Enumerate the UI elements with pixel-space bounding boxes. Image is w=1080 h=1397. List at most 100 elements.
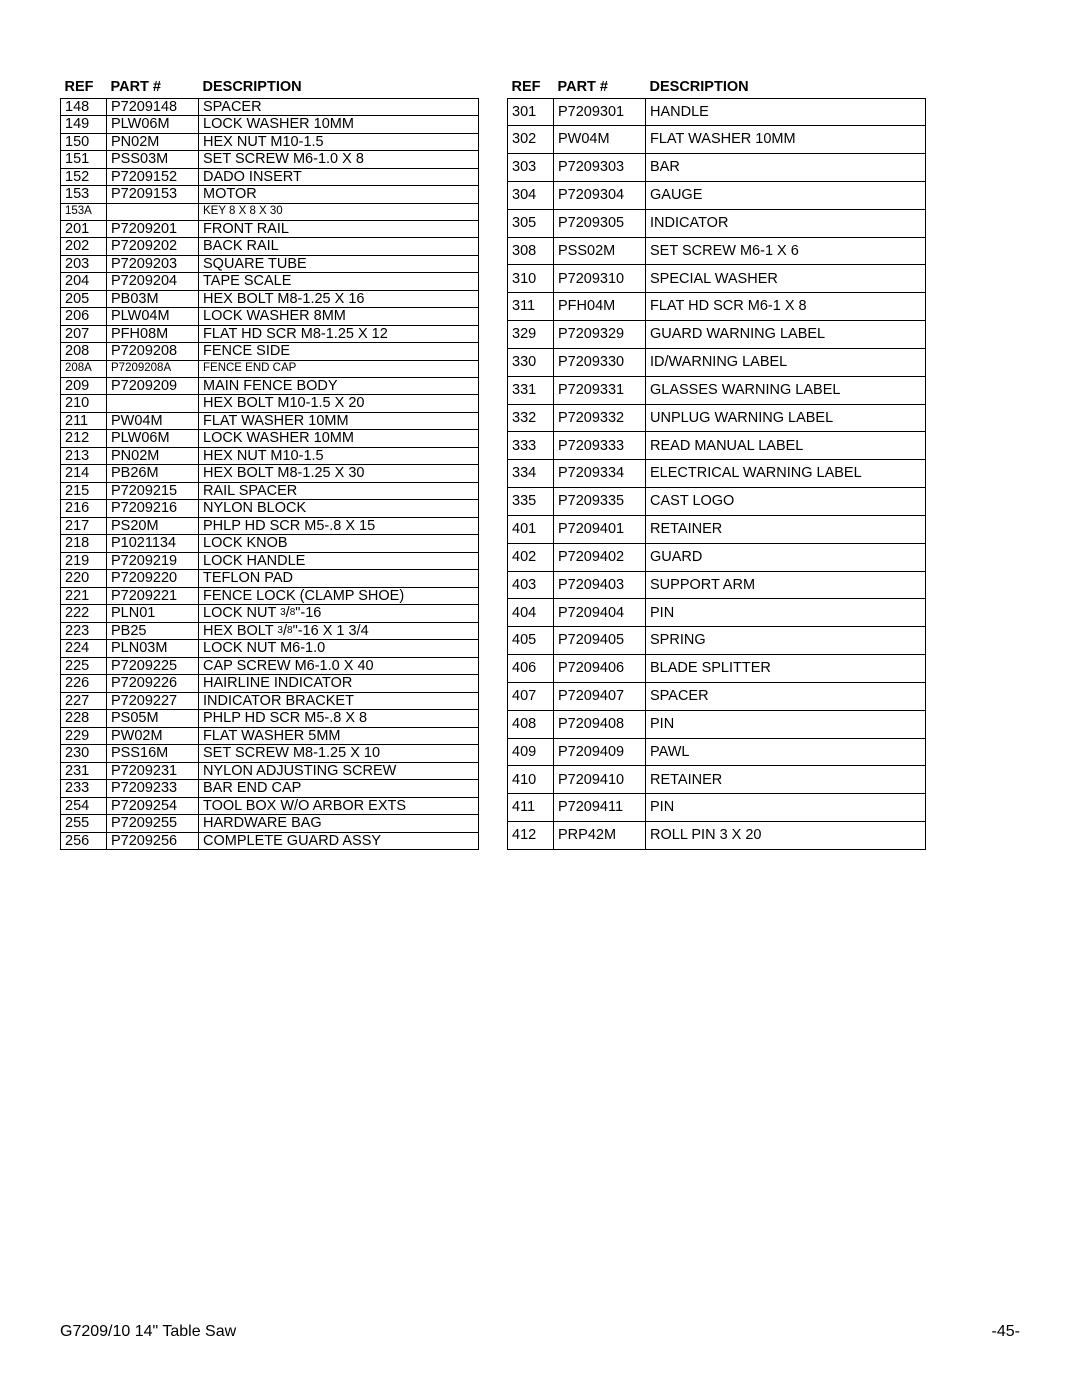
cell-desc: SPRING xyxy=(646,627,926,655)
table-row: 254P7209254TOOL BOX W/O ARBOR EXTS xyxy=(61,797,479,815)
table-row: 209P7209209MAIN FENCE BODY xyxy=(61,377,479,395)
cell-ref: 301 xyxy=(508,98,554,126)
cell-ref: 335 xyxy=(508,488,554,516)
cell-part: P7209334 xyxy=(554,460,646,488)
cell-desc: BAR END CAP xyxy=(199,780,479,798)
cell-desc: PIN xyxy=(646,710,926,738)
cell-desc: INDICATOR BRACKET xyxy=(199,692,479,710)
cell-part: P7209305 xyxy=(554,209,646,237)
cell-ref: 410 xyxy=(508,766,554,794)
cell-ref: 412 xyxy=(508,822,554,850)
cell-part: P7209204 xyxy=(107,273,199,291)
cell-ref: 231 xyxy=(61,762,107,780)
cell-desc: ELECTRICAL WARNING LABEL xyxy=(646,460,926,488)
table-row: 226P7209226HAIRLINE INDICATOR xyxy=(61,675,479,693)
table-row: 153AKEY 8 X 8 X 30 xyxy=(61,203,479,220)
cell-desc: CAP SCREW M6-1.0 X 40 xyxy=(199,657,479,675)
table-row: 334P7209334ELECTRICAL WARNING LABEL xyxy=(508,460,926,488)
page-content: REF PART # DESCRIPTION 148P7209148SPACER… xyxy=(0,0,1080,850)
cell-ref: 211 xyxy=(61,412,107,430)
cell-ref: 408 xyxy=(508,710,554,738)
cell-ref: 215 xyxy=(61,482,107,500)
cell-part: P7209331 xyxy=(554,376,646,404)
cell-ref: 226 xyxy=(61,675,107,693)
cell-part: PSS02M xyxy=(554,237,646,265)
cell-part: P7209225 xyxy=(107,657,199,675)
cell-ref: 331 xyxy=(508,376,554,404)
table-row: 214PB26MHEX BOLT M8-1.25 X 30 xyxy=(61,465,479,483)
cell-ref: 304 xyxy=(508,181,554,209)
cell-part xyxy=(107,203,199,220)
cell-ref: 217 xyxy=(61,517,107,535)
page-footer: G7209/10 14" Table Saw -45- xyxy=(60,1323,1020,1341)
table-row: 204P7209204TAPE SCALE xyxy=(61,273,479,291)
cell-part: PW02M xyxy=(107,727,199,745)
cell-part: P7209203 xyxy=(107,255,199,273)
cell-desc: SPACER xyxy=(646,682,926,710)
cell-desc: ID/WARNING LABEL xyxy=(646,348,926,376)
cell-ref: 224 xyxy=(61,640,107,658)
cell-ref: 216 xyxy=(61,500,107,518)
cell-desc: LOCK KNOB xyxy=(199,535,479,553)
cell-desc: FENCE END CAP xyxy=(199,360,479,377)
table-row: 152P7209152DADO INSERT xyxy=(61,168,479,186)
cell-desc: PIN xyxy=(646,599,926,627)
cell-part: PW04M xyxy=(107,412,199,430)
cell-ref: 404 xyxy=(508,599,554,627)
cell-part: P7209153 xyxy=(107,186,199,204)
table-row: 305P7209305INDICATOR xyxy=(508,209,926,237)
table-row: 206PLW04MLOCK WASHER 8MM xyxy=(61,308,479,326)
table-row: 408P7209408PIN xyxy=(508,710,926,738)
parts-table-right: REF PART # DESCRIPTION 301P7209301HANDLE… xyxy=(507,78,926,850)
cell-part: P7209405 xyxy=(554,627,646,655)
table-row: 303P7209303BAR xyxy=(508,154,926,182)
cell-part: P7209148 xyxy=(107,98,199,116)
cell-part: P7209407 xyxy=(554,682,646,710)
cell-part: P7209301 xyxy=(554,98,646,126)
table-row: 411P7209411PIN xyxy=(508,794,926,822)
cell-part: P7209208A xyxy=(107,360,199,377)
cell-ref: 201 xyxy=(61,220,107,238)
cell-part: P7209403 xyxy=(554,571,646,599)
cell-desc: SQUARE TUBE xyxy=(199,255,479,273)
cell-ref: 148 xyxy=(61,98,107,116)
cell-ref: 225 xyxy=(61,657,107,675)
cell-part: P7209255 xyxy=(107,815,199,833)
table-row: 216P7209216NYLON BLOCK xyxy=(61,500,479,518)
cell-ref: 402 xyxy=(508,543,554,571)
header-ref: REF xyxy=(61,78,107,98)
cell-part: PN02M xyxy=(107,447,199,465)
cell-part: P7209256 xyxy=(107,832,199,850)
table-row: 229PW02MFLAT WASHER 5MM xyxy=(61,727,479,745)
cell-ref: 305 xyxy=(508,209,554,237)
cell-desc: BLADE SPLITTER xyxy=(646,655,926,683)
cell-desc: GUARD xyxy=(646,543,926,571)
table-row: 301P7209301HANDLE xyxy=(508,98,926,126)
cell-ref: 227 xyxy=(61,692,107,710)
cell-part: P7209227 xyxy=(107,692,199,710)
cell-ref: 214 xyxy=(61,465,107,483)
cell-part: PSS16M xyxy=(107,745,199,763)
cell-desc: TAPE SCALE xyxy=(199,273,479,291)
cell-ref: 308 xyxy=(508,237,554,265)
table-row: 224PLN03MLOCK NUT M6-1.0 xyxy=(61,640,479,658)
cell-part: P7209410 xyxy=(554,766,646,794)
table-row: 405P7209405SPRING xyxy=(508,627,926,655)
cell-desc: BACK RAIL xyxy=(199,238,479,256)
cell-desc: FLAT HD SCR M6-1 X 8 xyxy=(646,293,926,321)
cell-ref: 233 xyxy=(61,780,107,798)
cell-part: P7209202 xyxy=(107,238,199,256)
cell-part: P7209254 xyxy=(107,797,199,815)
cell-desc: GUARD WARNING LABEL xyxy=(646,321,926,349)
cell-desc: FRONT RAIL xyxy=(199,220,479,238)
header-ref: REF xyxy=(508,78,554,98)
table-row: 407P7209407SPACER xyxy=(508,682,926,710)
cell-ref: 330 xyxy=(508,348,554,376)
table-row: 403P7209403SUPPORT ARM xyxy=(508,571,926,599)
table-row: 302PW04MFLAT WASHER 10MM xyxy=(508,126,926,154)
cell-part: PLN03M xyxy=(107,640,199,658)
cell-desc: HEX NUT M10-1.5 xyxy=(199,447,479,465)
cell-desc: RAIL SPACER xyxy=(199,482,479,500)
cell-desc: HEX BOLT M8-1.25 X 30 xyxy=(199,465,479,483)
table-row: 256P7209256COMPLETE GUARD ASSY xyxy=(61,832,479,850)
